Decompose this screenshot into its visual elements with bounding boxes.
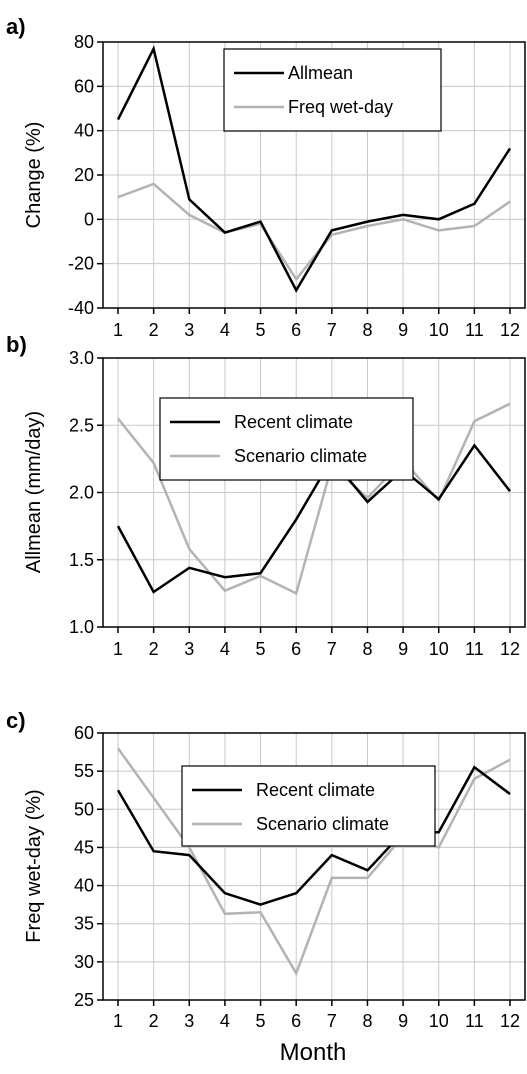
x-tick-label: 7: [327, 1011, 337, 1031]
y-tick-label: 25: [74, 990, 94, 1010]
legend-label: Scenario climate: [234, 446, 367, 466]
y-tick-label: 3.0: [69, 348, 94, 368]
x-tick-label: 3: [184, 639, 194, 659]
x-tick-label: 6: [291, 320, 301, 340]
x-tick-label: 6: [291, 1011, 301, 1031]
chart-panel-2: 1.01.52.02.53.01 2 3 4 5 6 7 8 9 10 11 12b)Allmean …: [6, 332, 526, 659]
y-tick-label: 40: [74, 876, 94, 896]
series-line-allmean: [116, 45, 512, 293]
x-tick-label: 5: [256, 1011, 266, 1031]
y-tick-label: 2.0: [69, 483, 94, 503]
legend-label: Allmean: [288, 63, 353, 83]
y-tick-label: 1.0: [69, 617, 94, 637]
y-axis-label: Change (%): [23, 122, 45, 229]
y-tick-label: 60: [74, 723, 94, 743]
x-tick-label: 4: [220, 639, 230, 659]
x-axis-label: Month: [280, 1039, 347, 1066]
y-tick-label: 55: [74, 761, 94, 781]
series-line-recent-climate: [116, 443, 511, 594]
x-tick-label: 3: [184, 1011, 194, 1031]
x-tick-label: 10: [429, 639, 449, 659]
y-tick-label: 40: [74, 121, 94, 141]
y-axis-label: Allmean (mm/day): [23, 411, 45, 573]
y-tick-label: 0: [84, 209, 94, 229]
legend-box: [181, 765, 436, 847]
x-tick-label: 10: [429, 320, 449, 340]
y-axis-label: Freq wet-day (%): [23, 789, 45, 942]
x-tick-label: 5: [256, 320, 266, 340]
x-tick-label: 6: [291, 639, 301, 659]
x-tick-label: 8: [362, 1011, 372, 1031]
series-line-freq-wet-day: [117, 182, 511, 282]
panel-label: a): [6, 14, 26, 39]
x-tick-label: 5: [256, 639, 266, 659]
x-tick-label: 7: [327, 320, 337, 340]
legend-box: [223, 48, 442, 132]
y-tick-label: 30: [74, 952, 94, 972]
x-tick-label: 9: [398, 320, 408, 340]
x-tick-label: 10: [429, 1011, 449, 1031]
legend: Allmean Freq wet-day: [223, 48, 442, 132]
y-tick-label: 20: [74, 165, 94, 185]
legend-label: Freq wet-day: [288, 97, 393, 117]
y-tick-label: 60: [74, 76, 94, 96]
x-tick-label: 2: [149, 639, 159, 659]
x-tick-label: 9: [398, 639, 408, 659]
y-tick-label: -40: [68, 298, 94, 318]
legend: Recent climate Scenario climate: [159, 397, 414, 481]
x-tick-label: 12: [500, 639, 520, 659]
legend-label: Scenario climate: [256, 814, 389, 834]
x-tick-label: 1: [113, 639, 123, 659]
y-tick-label: -20: [68, 254, 94, 274]
x-tick-label: 1: [113, 320, 123, 340]
x-tick-label: 11: [465, 639, 484, 659]
legend: Recent climate Scenario climate: [181, 765, 436, 847]
x-tick-label: 12: [500, 320, 520, 340]
x-tick-label: 4: [220, 320, 230, 340]
legend-label: Recent climate: [234, 412, 353, 432]
x-tick-label: 8: [362, 320, 372, 340]
y-tick-label: 80: [74, 32, 94, 52]
y-tick-label: 2.5: [69, 415, 94, 435]
y-tick-label: 35: [74, 914, 94, 934]
x-tick-label: 12: [500, 1011, 520, 1031]
x-tick-label: 8: [362, 639, 372, 659]
x-tick-label: 11: [465, 320, 484, 340]
series-line-scenario-climate: [117, 402, 511, 596]
legend-label: Recent climate: [256, 780, 375, 800]
y-tick-label: 50: [74, 799, 94, 819]
y-tick-label: 1.5: [69, 550, 94, 570]
panel-label: c): [6, 708, 26, 733]
x-tick-label: 9: [398, 1011, 408, 1031]
plot-frame: [102, 732, 526, 1001]
series-line-recent-climate: [116, 765, 511, 906]
x-tick-label: 2: [149, 320, 159, 340]
x-tick-label: 3: [184, 320, 194, 340]
x-tick-label: 4: [220, 1011, 230, 1031]
y-tick-label: 45: [74, 837, 94, 857]
x-tick-label: 1: [113, 1011, 123, 1031]
legend-box: [159, 397, 414, 481]
panel-label: b): [6, 332, 27, 357]
x-tick-label: 2: [149, 1011, 159, 1031]
x-tick-label: 7: [327, 639, 337, 659]
x-tick-label: 11: [465, 1011, 484, 1031]
